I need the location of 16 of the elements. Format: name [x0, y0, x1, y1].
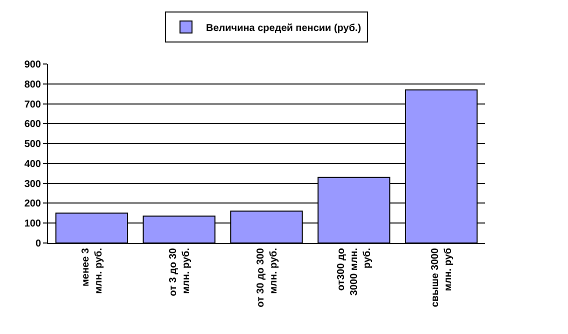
y-tick-label: 600: [24, 119, 42, 130]
y-tick-label: 200: [24, 198, 42, 210]
x-tick-label: от300 до 3000 млн. руб.: [336, 248, 374, 296]
x-tick-label: от 30 до 300 млн. руб.: [255, 248, 280, 308]
y-tick-label: 400: [24, 158, 42, 170]
y-tick-label: 0: [35, 238, 42, 250]
x-tick-label: свыше 3000 млн. руб: [430, 248, 454, 308]
y-tick-label: 700: [24, 99, 42, 110]
x-tick-label: от 3 до 30 млн. руб.: [168, 248, 192, 296]
y-tick-label: 500: [24, 139, 42, 150]
y-tick-label: 900: [24, 60, 42, 70]
y-tick-label: 100: [24, 218, 42, 230]
legend-label: Величина средей пенсии (руб.): [206, 22, 362, 34]
x-tick-label: менее 3 млн. руб.: [80, 248, 104, 294]
y-tick-label: 300: [24, 178, 42, 190]
y-tick-label: 800: [24, 79, 42, 90]
